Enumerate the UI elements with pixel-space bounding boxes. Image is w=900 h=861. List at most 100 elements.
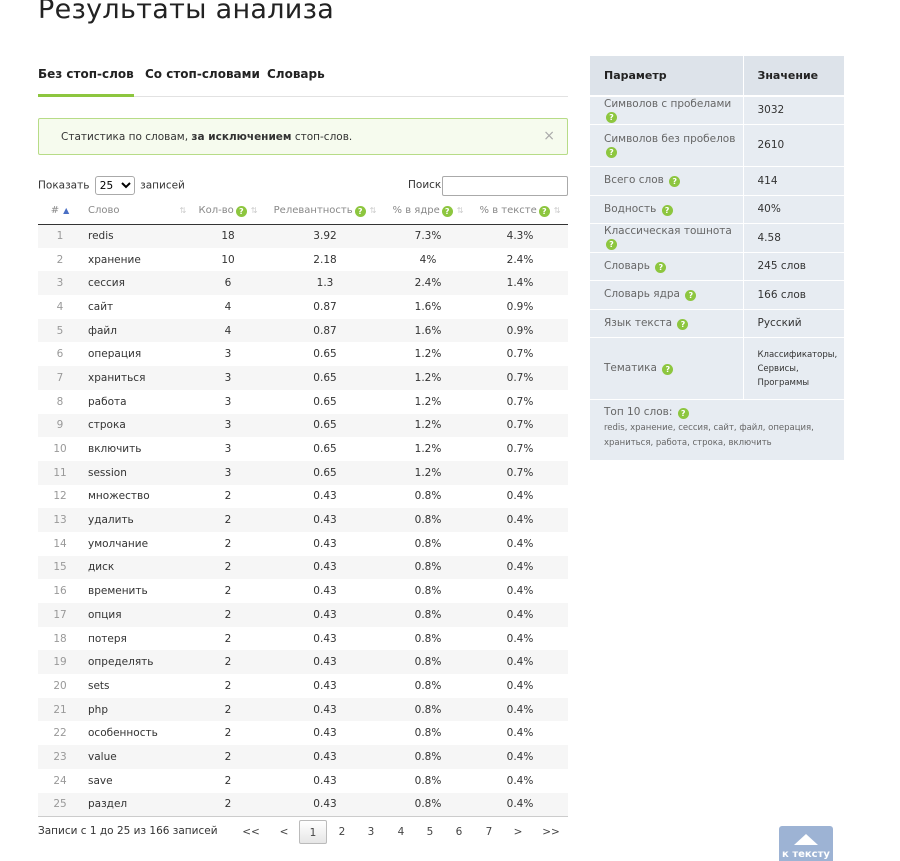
row-core-pct: 1.2% [414, 419, 442, 432]
col-word[interactable]: Слово ⇅ [82, 198, 190, 225]
tab-without-stopwords[interactable]: Без стоп-слов [38, 67, 134, 97]
stats-row: Символов без пробелов ? 2610 [590, 124, 844, 167]
stats-value: 40% [743, 195, 844, 224]
stats-value: Русский [743, 309, 844, 338]
info-alert: Статистика по словам, за исключением сто… [38, 118, 568, 155]
row-relevance: 0.43 [313, 537, 337, 550]
col-core-pct-label: % в ядре [392, 204, 440, 216]
row-word: save [88, 774, 113, 787]
table-row: 16 временить 2 0.43 0.8% 0.4% [38, 579, 568, 603]
alert-prefix: Статистика по словам, [61, 131, 192, 143]
row-text-pct: 0.7% [506, 466, 534, 479]
row-core-pct: 1.2% [414, 371, 442, 384]
stats-label-text: Словарь ядра [604, 288, 680, 300]
row-core-pct: 0.8% [414, 537, 442, 550]
col-number[interactable]: # ▲ [38, 198, 82, 225]
page-5-button[interactable]: 5 [426, 826, 434, 838]
page-length-select[interactable]: 25 [94, 176, 135, 195]
tab-dictionary[interactable]: Словарь [267, 67, 325, 81]
table-row: 23 value 2 0.43 0.8% 0.4% [38, 745, 568, 769]
row-core-pct: 4% [419, 253, 437, 266]
table-row: 22 особенность 2 0.43 0.8% 0.4% [38, 721, 568, 745]
row-number: 12 [53, 490, 67, 503]
stats-label: Всего слов ? [590, 166, 744, 196]
table-row: 4 сайт 4 0.87 1.6% 0.9% [38, 295, 568, 319]
row-number: 15 [53, 561, 67, 574]
page-1-button[interactable]: 1 [299, 820, 327, 844]
row-text-pct: 0.7% [506, 443, 534, 456]
row-count: 2 [224, 561, 232, 574]
page-4-button[interactable]: 4 [397, 826, 405, 838]
close-icon[interactable]: × [543, 128, 555, 144]
row-number: 16 [53, 585, 67, 598]
page-7-button[interactable]: 7 [485, 826, 493, 838]
row-count: 2 [224, 608, 232, 621]
stats-panel: Параметр Значение Символов с пробелами ?… [590, 56, 844, 460]
row-word: php [88, 703, 108, 716]
page-6-button[interactable]: 6 [455, 826, 463, 838]
col-relevance[interactable]: Релевантность? ⇅ [266, 198, 384, 225]
page-2-button[interactable]: 2 [338, 826, 346, 838]
row-text-pct: 0.7% [506, 371, 534, 384]
help-icon[interactable]: ? [655, 261, 667, 273]
table-row: 25 раздел 2 0.43 0.8% 0.4% [38, 792, 568, 817]
row-text-pct: 0.4% [506, 774, 534, 787]
row-word: строка [88, 419, 126, 432]
stats-value: 414 [743, 166, 844, 196]
search-input[interactable] [442, 176, 568, 196]
table-row: 5 файл 4 0.87 1.6% 0.9% [38, 318, 568, 343]
help-icon[interactable]: ? [685, 290, 697, 301]
stats-row: Словарь ? 245 слов [590, 252, 844, 281]
row-word: храниться [88, 371, 146, 384]
col-count[interactable]: Кол-во? ⇅ [190, 198, 266, 225]
row-word: включить [88, 443, 142, 456]
row-core-pct: 0.8% [414, 561, 442, 574]
row-number: 18 [53, 632, 67, 645]
col-text-pct[interactable]: % в тексте? ⇅ [472, 198, 568, 225]
next-page-button[interactable]: > [513, 826, 523, 838]
row-word: value [88, 750, 117, 763]
stats-row: Классическая тошнота ? 4.58 [590, 223, 844, 253]
help-icon[interactable]: ? [669, 176, 681, 187]
row-number: 14 [53, 537, 67, 550]
stats-label-text: Язык текста [604, 316, 673, 329]
help-icon[interactable]: ? [677, 318, 689, 330]
prev-page-button[interactable]: < [279, 826, 289, 838]
row-count: 2 [224, 514, 232, 527]
help-icon[interactable]: ? [235, 205, 247, 217]
row-core-pct: 0.8% [414, 727, 442, 740]
help-icon[interactable]: ? [606, 239, 617, 250]
help-icon[interactable]: ? [661, 204, 673, 216]
row-text-pct: 0.4% [506, 608, 534, 621]
row-number: 19 [53, 656, 67, 669]
stats-row: Словарь ядра ? 166 слов [590, 280, 844, 310]
last-page-button[interactable]: >> [542, 826, 560, 838]
row-number: 5 [56, 324, 64, 337]
table-row: 6 операция 3 0.65 1.2% 0.7% [38, 342, 568, 366]
help-icon[interactable]: ? [441, 205, 453, 217]
help-icon[interactable]: ? [662, 363, 674, 375]
help-icon[interactable]: ? [354, 205, 366, 217]
col-core-pct[interactable]: % в ядре? ⇅ [384, 198, 472, 225]
help-icon[interactable]: ? [606, 111, 617, 123]
stats-value: 166 слов [743, 280, 844, 310]
row-word: redis [88, 230, 114, 243]
row-text-pct: 0.7% [506, 348, 534, 361]
first-page-button[interactable]: << [242, 826, 260, 838]
to-text-button[interactable]: к тексту [779, 826, 833, 861]
row-relevance: 0.43 [313, 632, 337, 645]
row-number: 8 [56, 395, 64, 408]
tab-with-stopwords[interactable]: Со стоп-словами [145, 67, 260, 81]
stats-label-text: Водность [604, 202, 657, 215]
help-icon[interactable]: ? [538, 205, 550, 217]
row-relevance: 0.43 [313, 561, 337, 574]
help-icon[interactable]: ? [606, 146, 617, 158]
page-3-button[interactable]: 3 [367, 826, 375, 838]
row-relevance: 2.18 [313, 253, 337, 266]
stats-row: Символов с пробелами ? 3032 [590, 96, 844, 125]
row-core-pct: 0.8% [414, 585, 442, 598]
row-core-pct: 1.2% [414, 395, 442, 408]
help-icon[interactable]: ? [677, 408, 689, 419]
row-number: 11 [53, 466, 67, 479]
table-row: 15 диск 2 0.43 0.8% 0.4% [38, 555, 568, 580]
